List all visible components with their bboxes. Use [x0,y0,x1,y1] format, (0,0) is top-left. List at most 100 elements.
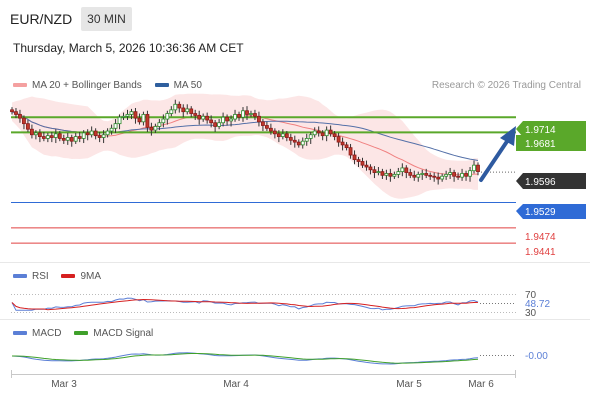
candle [133,107,138,124]
candle [30,124,34,139]
candle [300,137,305,149]
candle [26,119,30,132]
candle [324,126,329,142]
candle [380,168,385,179]
level-tag-1-9681: 1.9681 [516,135,586,151]
candle [81,130,86,144]
candle [169,106,174,117]
candle [37,129,42,143]
rsi-value-label: 48.72 [525,299,550,310]
rsi-legend: RSI 9MA [13,271,101,282]
candle [33,130,38,140]
candle [308,131,313,144]
candle [460,168,464,181]
x-axis-labels: Mar 3 Mar 4 Mar 5 Mar 6 [11,370,516,390]
timestamp: Thursday, March 5, 2026 10:36:36 AM CET [13,41,244,55]
legend-ma50: MA 50 [154,80,202,91]
candle [444,170,449,180]
level-label-1-9474: 1.9474 [525,232,556,243]
candle [213,119,218,132]
macd-signal-line [12,353,479,364]
candle [360,157,365,168]
candle [225,114,229,126]
candle [328,125,333,137]
candle [205,112,210,124]
candle [129,108,134,120]
candle [340,137,345,151]
candle [448,167,453,179]
candle [93,128,98,140]
ma50-swatch-icon [154,83,169,88]
candle [77,131,82,143]
rsi-70-label: 70 [525,290,537,301]
legend-ma20-bb: MA 20 + Bollinger Bands [13,80,142,91]
candle [304,133,309,146]
candle [145,110,150,132]
candle [65,132,70,145]
timeframe-badge[interactable]: 30 MIN [81,7,132,31]
candle [69,134,74,147]
candle [149,122,154,136]
x-label-mar-6: Mar 6 [468,379,494,390]
candle [432,172,437,182]
candle [268,123,273,135]
candle [253,109,257,120]
candle [472,160,476,174]
candle [428,172,433,180]
candle [173,99,178,114]
candle [57,131,62,142]
candle [272,128,277,139]
candle [41,131,46,142]
candle [392,171,397,179]
symbol-label: EUR/NZD [10,11,73,27]
candle [121,112,126,120]
rsi-line [11,297,479,311]
candle [316,126,321,137]
candle [221,112,225,127]
candle [73,132,78,144]
level-tag-last-price: 1.9596 [516,173,586,189]
rsi-swatch-icon [13,274,27,279]
candle [348,143,353,159]
candle [356,156,361,168]
chart-header: EUR/NZD 30 MIN [0,0,590,36]
candle [177,101,182,113]
macd-value-label: -0.00 [525,351,548,362]
candle [416,171,421,182]
candle [456,172,460,180]
candle [464,170,468,181]
candle [257,111,261,127]
macd-legend: MACD MACD Signal [13,328,153,339]
macd-panel: -0.00 [11,351,548,365]
rsi-9ma-line [11,298,479,311]
candle [161,114,166,128]
candle [61,134,66,144]
candle [18,109,22,123]
candle [292,135,297,148]
candle [372,166,377,179]
candle [229,115,233,127]
candle [10,107,14,115]
candle [336,132,341,147]
candle [49,131,54,143]
candle [412,170,417,181]
candle [352,150,357,165]
candle [436,172,441,185]
candle [241,107,245,122]
candle [45,132,50,143]
macd-line [11,352,479,365]
legend-macd: MACD [13,328,61,339]
credit-text: Research © 2026 Trading Central [431,80,581,91]
candle [320,130,325,141]
candle [440,173,445,182]
svg-text:1.9714: 1.9714 [525,125,556,136]
candle [101,130,106,144]
candle [105,128,110,138]
bollinger-band [12,93,478,199]
level-label-1-9441: 1.9441 [525,247,556,258]
candle [396,167,401,179]
forecast-arrow-icon [479,126,516,182]
candle [408,168,413,179]
candle [137,113,142,125]
